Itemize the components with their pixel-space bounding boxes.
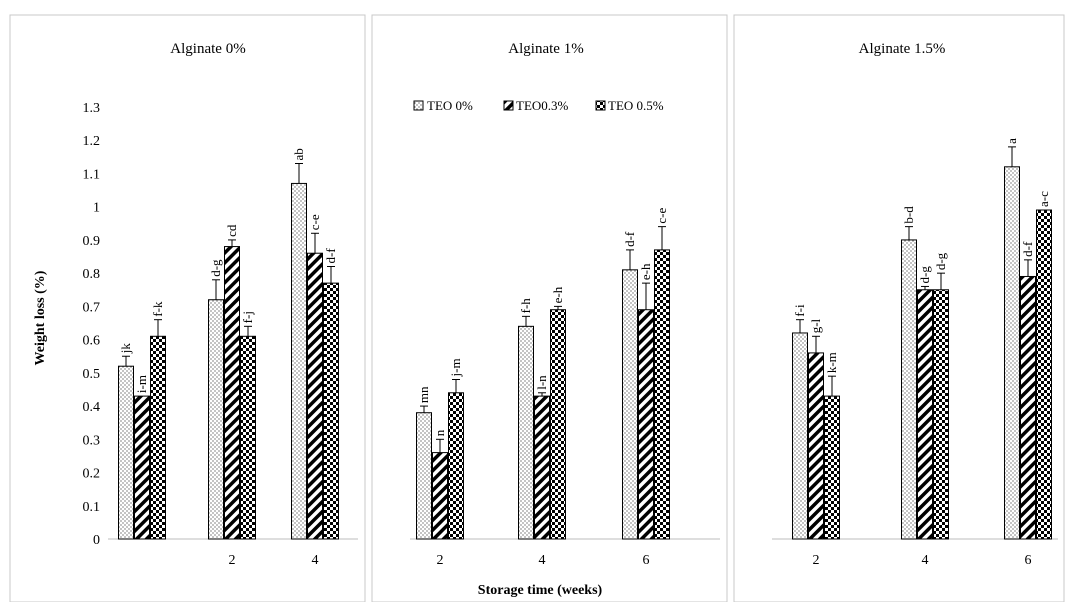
x-tick-label: 4 [312, 553, 319, 568]
bar [622, 269, 638, 540]
significance-label: d-g [208, 259, 223, 277]
significance-label: d-g [917, 266, 932, 284]
bar [307, 252, 323, 540]
bar [534, 395, 550, 540]
y-tick-label: 1.3 [83, 101, 101, 116]
panel-frame-1 [9, 14, 366, 602]
bar [901, 239, 917, 540]
significance-label: d-f [323, 248, 338, 264]
bar [416, 412, 432, 540]
significance-label: d-f [1020, 241, 1035, 257]
significance-label: n [432, 429, 447, 436]
x-tick-label: 4 [922, 553, 929, 568]
y-tick-label: 0 [93, 533, 100, 548]
legend-label-teo-03: TEO0.3% [516, 98, 569, 113]
y-tick-label: 0.3 [83, 433, 101, 448]
panel-title-1: Alginate 0% [170, 41, 245, 57]
panel-title-2: Alginate 1% [508, 41, 583, 57]
bar [432, 452, 448, 540]
y-axis-title: Weight loss (%) [33, 270, 48, 365]
significance-label: l-n [534, 375, 549, 390]
y-tick-label: 1 [93, 201, 100, 216]
significance-label: jk [118, 343, 133, 355]
x-tick-label: 2 [813, 553, 820, 568]
significance-label: a [1004, 138, 1019, 144]
y-tick-label: 1.2 [83, 134, 101, 149]
bar [1020, 275, 1036, 540]
significance-label: c-e [654, 208, 669, 224]
significance-label: d-g [933, 252, 948, 270]
y-tick-label: 0.6 [83, 334, 101, 349]
y-tick-label: 0.5 [83, 367, 101, 382]
significance-label: b-d [901, 206, 916, 224]
legend-swatch-teo-05 [595, 100, 606, 111]
bar [208, 299, 224, 540]
chart-marks: 0 0.1 0.2 0.3 0.4 0.5 0.6 0.7 0.8 0.9 1 1.1 1.2 1.3 2 4… [83, 101, 1058, 568]
bar [933, 289, 949, 540]
bar [224, 246, 240, 540]
y-tick-label: 0.4 [83, 400, 101, 415]
significance-label: a-c [1036, 191, 1051, 207]
significance-label: ab [291, 148, 306, 160]
y-tick-label: 0.2 [83, 467, 101, 482]
bar [917, 289, 933, 540]
bar [1036, 209, 1052, 540]
panel-frame-3 [733, 14, 1065, 602]
y-tick-label: 0.8 [83, 267, 101, 282]
legend-swatch-teo-03 [503, 100, 514, 111]
bar [792, 332, 808, 540]
bar [240, 335, 256, 540]
bar [323, 282, 339, 540]
x-tick-label: 4 [539, 553, 546, 568]
bar [150, 335, 166, 540]
significance-label: i-m [134, 375, 149, 393]
significance-label: c-e [307, 214, 322, 230]
significance-label: k-m [824, 352, 839, 373]
x-axis-title: Storage time (weeks) [478, 583, 603, 598]
bar [550, 309, 566, 540]
bar [824, 395, 840, 540]
significance-label: d-f [622, 231, 637, 247]
legend: TEO 0% TEO0.3% TEO 0.5% [413, 98, 664, 113]
legend-label-teo-05: TEO 0.5% [608, 98, 664, 113]
panel-frame-2 [371, 14, 728, 602]
y-tick-label: 0.7 [83, 300, 101, 315]
significance-label: e-h [638, 263, 653, 280]
panel-title-3: Alginate 1.5% [859, 41, 946, 57]
bar [808, 352, 824, 540]
bar [1004, 166, 1020, 540]
bar [518, 325, 534, 540]
bar [118, 365, 134, 540]
x-tick-label: 2 [229, 553, 236, 568]
significance-label: cd [224, 224, 239, 237]
significance-label: mn [416, 386, 431, 403]
x-tick-label: 2 [437, 553, 444, 568]
bar [654, 249, 670, 540]
bar [638, 309, 654, 540]
significance-label: g-l [808, 318, 823, 333]
bar [291, 182, 307, 540]
significance-label: f-h [518, 298, 533, 314]
x-tick-label: 6 [1025, 553, 1032, 568]
legend-label-teo-0: TEO 0% [427, 98, 473, 113]
y-tick-label: 1.1 [83, 167, 101, 182]
x-tick-label: 6 [643, 553, 650, 568]
y-tick-label: 0.1 [83, 500, 101, 515]
bar [448, 392, 464, 540]
significance-label: f-i [792, 304, 807, 317]
y-tick-label: 0.9 [83, 234, 101, 249]
significance-label: f-k [150, 301, 165, 317]
significance-label: j-m [448, 358, 463, 377]
bar [134, 395, 150, 540]
legend-swatch-teo-0 [413, 100, 424, 111]
significance-label: f-j [240, 311, 255, 323]
significance-label: e-h [550, 286, 565, 303]
